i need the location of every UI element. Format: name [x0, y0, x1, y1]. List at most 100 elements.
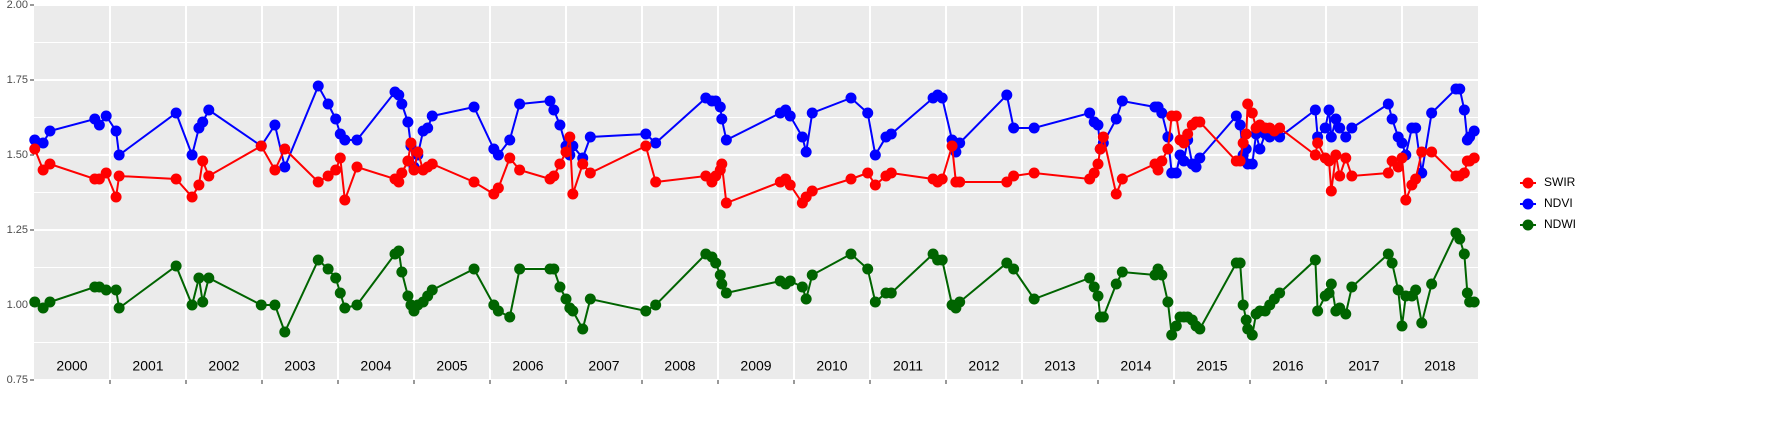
- y-tick-label: 1.00: [7, 299, 28, 311]
- year-label: 2011: [893, 358, 923, 374]
- point: [514, 263, 526, 275]
- point: [322, 263, 334, 275]
- point: [504, 311, 516, 323]
- point: [1092, 119, 1104, 131]
- point: [796, 281, 808, 293]
- point: [113, 149, 125, 161]
- year-label: 2017: [1348, 358, 1379, 374]
- point: [869, 296, 881, 308]
- point: [1319, 122, 1331, 134]
- point: [1178, 155, 1190, 167]
- point: [312, 176, 324, 188]
- point: [402, 290, 414, 302]
- point: [1237, 299, 1249, 311]
- point: [402, 155, 414, 167]
- point: [720, 134, 732, 146]
- point: [402, 116, 414, 128]
- point: [885, 167, 897, 179]
- point: [29, 143, 41, 155]
- point: [396, 167, 408, 179]
- point: [548, 263, 560, 275]
- point: [412, 146, 424, 158]
- y-tick-label: 1.50: [7, 149, 28, 161]
- point: [193, 179, 205, 191]
- point: [1028, 293, 1040, 305]
- point: [1330, 113, 1342, 125]
- point: [1001, 89, 1013, 101]
- point: [1088, 167, 1100, 179]
- point: [186, 191, 198, 203]
- point: [806, 269, 818, 281]
- point: [862, 263, 874, 275]
- point: [1323, 287, 1335, 299]
- point: [1234, 155, 1246, 167]
- point: [330, 164, 342, 176]
- point: [408, 164, 420, 176]
- point: [577, 323, 589, 335]
- legend-swatch: [1522, 219, 1534, 231]
- point: [1194, 323, 1206, 335]
- point: [1094, 143, 1106, 155]
- point: [885, 287, 897, 299]
- point: [1416, 317, 1428, 329]
- point: [885, 128, 897, 140]
- point: [1246, 107, 1258, 119]
- point: [567, 188, 579, 200]
- year-label: 2013: [1044, 358, 1075, 374]
- point: [1396, 152, 1408, 164]
- point: [1234, 257, 1246, 269]
- point: [1325, 278, 1337, 290]
- point: [203, 104, 215, 116]
- point: [1334, 170, 1346, 182]
- year-label: 2014: [1120, 358, 1151, 374]
- point: [44, 125, 56, 137]
- point: [560, 293, 572, 305]
- point: [1097, 131, 1109, 143]
- point: [862, 167, 874, 179]
- point: [29, 296, 41, 308]
- point: [554, 119, 566, 131]
- year-label: 2015: [1196, 358, 1227, 374]
- point: [1309, 104, 1321, 116]
- point: [197, 296, 209, 308]
- point: [1156, 107, 1168, 119]
- legend-label: NDVI: [1544, 196, 1573, 210]
- point: [426, 284, 438, 296]
- point: [716, 278, 728, 290]
- point: [720, 197, 732, 209]
- year-label: 2000: [56, 358, 87, 374]
- point: [1340, 152, 1352, 164]
- point: [1410, 173, 1422, 185]
- point: [1028, 167, 1040, 179]
- point: [800, 293, 812, 305]
- point: [269, 299, 281, 311]
- point: [720, 287, 732, 299]
- point: [1190, 161, 1202, 173]
- y-tick-label: 1.75: [7, 74, 28, 86]
- point: [339, 302, 351, 314]
- point: [1092, 158, 1104, 170]
- point: [1084, 272, 1096, 284]
- point: [1346, 170, 1358, 182]
- point: [784, 179, 796, 191]
- point: [351, 299, 363, 311]
- point: [197, 155, 209, 167]
- point: [193, 272, 205, 284]
- y-tick-label: 1.25: [7, 224, 28, 236]
- point: [954, 296, 966, 308]
- legend: SWIR NDVI NDWI: [1520, 175, 1576, 231]
- point: [203, 272, 215, 284]
- point: [393, 176, 405, 188]
- point: [1274, 122, 1286, 134]
- point: [1312, 137, 1324, 149]
- point: [1194, 152, 1206, 164]
- legend-label: NDWI: [1544, 217, 1576, 231]
- legend-label: SWIR: [1544, 175, 1576, 189]
- point: [170, 107, 182, 119]
- point: [1092, 290, 1104, 302]
- point: [1400, 194, 1412, 206]
- point: [584, 293, 596, 305]
- point: [1309, 149, 1321, 161]
- legend-swatch: [1522, 198, 1534, 210]
- point: [1382, 98, 1394, 110]
